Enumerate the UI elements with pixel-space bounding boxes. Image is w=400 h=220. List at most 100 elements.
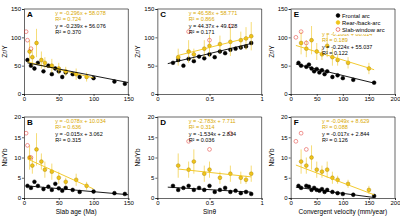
- plot-marks: [294, 26, 376, 85]
- point: [39, 58, 43, 62]
- plot-marks: [294, 131, 376, 198]
- y-tick-mark: [22, 178, 24, 179]
- legend-marker: [336, 21, 340, 25]
- x-tick-label: 0.5: [206, 200, 215, 206]
- series: [28, 133, 89, 190]
- point: [29, 156, 33, 160]
- x-tick-label: 100: [89, 200, 100, 206]
- point: [29, 47, 33, 51]
- y-tick: 20: [14, 114, 24, 120]
- plot-marks: [168, 131, 253, 196]
- point: [310, 38, 314, 42]
- legend-marker: [336, 14, 340, 18]
- point: [208, 168, 212, 172]
- y-tick: 0: [18, 91, 24, 97]
- y-tick-mark: [155, 178, 157, 179]
- panel-title: E: [294, 10, 300, 19]
- y-tick-mark: [22, 66, 24, 67]
- point: [208, 184, 212, 188]
- y-tick-label: 50: [14, 63, 21, 69]
- y-tick-mark: [22, 158, 24, 159]
- point: [176, 164, 180, 168]
- y-axis: 05101520: [281, 114, 291, 201]
- y-tick: 0: [151, 91, 157, 97]
- y-tick-mark: [289, 117, 291, 118]
- y-axis-line: [155, 118, 158, 199]
- panel: 050100150200050100150Zr/Yy = -0.286x + 8…: [268, 6, 400, 102]
- panel: 05010015020005101520Nb/YbConvergent velo…: [268, 114, 400, 216]
- fit-r2: R² = 0.314: [189, 124, 215, 130]
- y-tick-mark: [289, 94, 291, 95]
- fit-r2: R² = 0.724: [55, 16, 81, 22]
- x-tick-label: 0: [23, 200, 27, 206]
- y-tick-mark: [22, 117, 24, 118]
- y-tick: 150: [278, 6, 291, 12]
- x-tick: 200: [390, 94, 400, 102]
- point: [43, 168, 47, 172]
- x-axis: 050100150200: [289, 198, 400, 206]
- y-tick-label: 0: [284, 91, 288, 97]
- y-tick: 15: [281, 135, 291, 141]
- series: [28, 29, 89, 82]
- x-tick: 0.5: [206, 198, 215, 206]
- y-tick-label: 0: [151, 91, 155, 97]
- y-tick-label: 100: [144, 35, 155, 41]
- x-tick: 150: [364, 198, 375, 206]
- plot-frame: [157, 117, 261, 198]
- fit-line: [296, 64, 374, 83]
- point: [57, 176, 61, 180]
- x-tick: 0.5: [206, 94, 215, 102]
- plot-frame: [291, 9, 395, 94]
- y-axis-title: Zr/Y: [268, 45, 275, 58]
- y-tick-label: 15: [281, 135, 288, 141]
- y-axis-line: [289, 10, 292, 95]
- fit-r2: R² = 0.126: [322, 137, 348, 143]
- y-tick-mark: [22, 94, 24, 95]
- panel-title: C: [160, 10, 166, 19]
- y-tick-label: 20: [281, 114, 288, 120]
- x-tick: 50: [56, 198, 63, 206]
- legend-label: Frontal arc: [342, 13, 370, 19]
- point: [304, 164, 308, 168]
- x-tick: 0: [23, 94, 27, 102]
- fit-line: [27, 62, 93, 78]
- plot-frame: [24, 9, 128, 94]
- plot-marks: [24, 29, 128, 86]
- x-tick: 100: [338, 94, 349, 102]
- legend: Frontal arcRear-/back-arcSlab-window arc: [334, 11, 394, 34]
- y-tick: 5: [151, 175, 157, 181]
- y-tick: 20: [148, 114, 158, 120]
- series: [299, 145, 371, 194]
- series: [294, 30, 308, 45]
- point: [299, 131, 303, 135]
- y-tick: 0: [284, 195, 290, 201]
- point: [341, 76, 345, 80]
- x-axis-title: Sinθ: [203, 208, 216, 215]
- x-tick-label: 100: [338, 96, 349, 102]
- y-axis: 050100150: [11, 6, 25, 97]
- series: [24, 30, 33, 51]
- series: [26, 58, 127, 86]
- point: [307, 63, 311, 67]
- point: [331, 75, 335, 79]
- point: [299, 41, 303, 45]
- y-tick: 0: [151, 195, 157, 201]
- y-tick: 10: [14, 155, 24, 161]
- point: [30, 55, 34, 59]
- y-tick-mark: [155, 9, 157, 10]
- plot-frame: [291, 117, 395, 198]
- point: [30, 164, 34, 168]
- fit-r2: R² = 0.189: [322, 37, 348, 43]
- y-tick-mark: [155, 158, 157, 159]
- y-tick: 15: [148, 135, 158, 141]
- x-tick-label: 150: [364, 200, 375, 206]
- point: [304, 148, 308, 152]
- point: [218, 176, 222, 180]
- fit-r2: R² = 0.315: [55, 137, 81, 143]
- y-tick-mark: [289, 137, 291, 138]
- point: [244, 178, 248, 182]
- y-tick: 0: [18, 195, 24, 201]
- y-tick-label: 5: [284, 175, 288, 181]
- y-axis-line: [155, 10, 158, 95]
- x-tick: 1: [260, 94, 264, 102]
